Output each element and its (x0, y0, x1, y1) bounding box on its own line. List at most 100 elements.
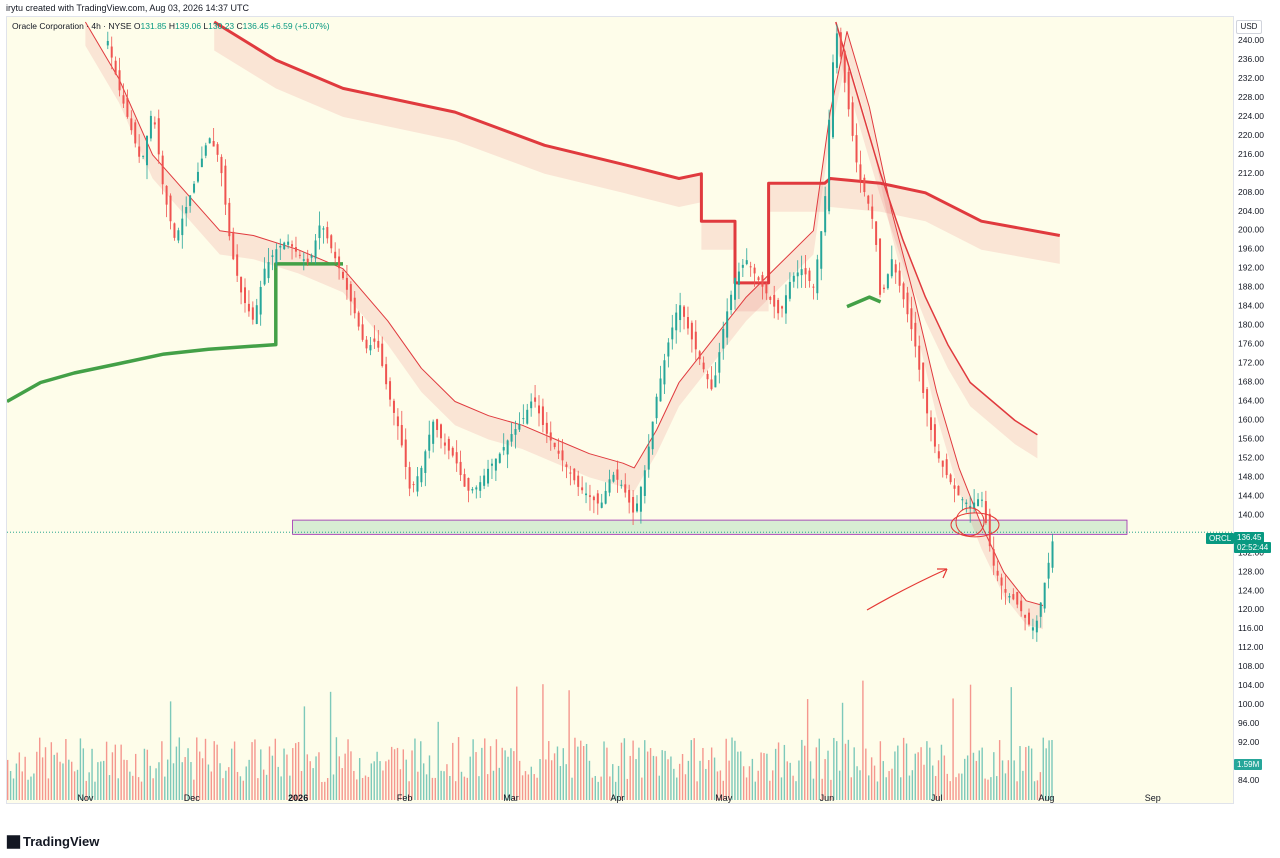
candle-body (204, 145, 207, 156)
candle-body (581, 487, 584, 491)
volume-bar (763, 753, 765, 800)
volume-bar (140, 781, 143, 800)
candle-body (318, 225, 321, 239)
volume-bar (580, 740, 582, 800)
candle-body (859, 164, 862, 181)
volume-bar (402, 749, 405, 800)
candle-body (980, 499, 983, 501)
volume-bar (143, 748, 146, 800)
volume-bar (838, 770, 841, 800)
candle-body (820, 231, 823, 269)
y-tick-label: 184.00 (1238, 301, 1264, 311)
volume-bar (230, 748, 233, 800)
volume-bar (876, 781, 879, 800)
x-tick-label: Nov (77, 793, 94, 803)
tradingview-logo[interactable]: ⬛︎ TradingView (7, 834, 99, 850)
volume-bar (530, 766, 532, 800)
candle-body (420, 467, 423, 483)
volume-bar (550, 760, 553, 800)
candle-body (816, 259, 819, 294)
volume-bar (626, 778, 628, 800)
volume-bar (297, 742, 300, 800)
candle-body (788, 281, 791, 299)
volume-bar (245, 766, 247, 800)
volume-bar (969, 684, 972, 800)
candle-body (1024, 614, 1027, 618)
candle-body (302, 259, 305, 261)
volume-bar (667, 759, 669, 800)
candle-body (828, 119, 831, 212)
volume-bar (30, 776, 32, 800)
candle-body (161, 155, 164, 185)
volume-bar (1042, 737, 1044, 800)
y-tick-label: 176.00 (1238, 339, 1264, 349)
volume-bar (201, 758, 204, 800)
volume-bar (196, 737, 198, 800)
volume-bar (207, 764, 210, 800)
volume-bar (420, 741, 422, 800)
y-tick-label: 196.00 (1238, 244, 1264, 254)
volume-bar (958, 773, 960, 800)
candle-body (514, 429, 517, 435)
candle-body (224, 165, 227, 205)
vwap-line-2 (846, 295, 882, 309)
volume-bar (309, 761, 311, 800)
volume-bar (966, 755, 969, 800)
candle-body (310, 255, 313, 258)
volume-bar (905, 743, 908, 800)
candle-body (216, 144, 219, 155)
volume-bar (870, 757, 873, 800)
candle-body (483, 475, 486, 486)
volume-bar (862, 680, 864, 800)
candle-body (914, 322, 917, 347)
candle-body (953, 485, 956, 489)
volume-bar (47, 778, 50, 800)
candle-body (930, 417, 932, 430)
volume-bar (190, 762, 192, 800)
volume-bar (865, 748, 867, 800)
price-axis[interactable]: 84.00 92.00 96.00 100.00 104.00 108.00 112.00 1… (1234, 16, 1280, 804)
y-tick-label: 188.00 (1238, 282, 1264, 292)
volume-bar (670, 756, 672, 800)
ema-fast-line-band (85, 22, 1043, 630)
volume-bar (868, 775, 870, 800)
candle-body (1004, 589, 1007, 593)
candle-body (773, 294, 776, 307)
volume-bar (463, 776, 466, 800)
candle-body (769, 296, 772, 300)
candle-body (490, 463, 493, 466)
volume-bar (542, 684, 544, 800)
candle-body (114, 60, 117, 75)
volume-bar (516, 686, 518, 800)
candle-body (330, 235, 333, 249)
volume-bar (641, 777, 643, 800)
currency-button[interactable]: USD (1236, 20, 1262, 34)
high-label: H (168, 21, 176, 31)
chart-plot-area[interactable]: Nov Dec 2026 Feb Mar Apr May Jun Jul Aug Sep (6, 16, 1234, 804)
volume-bar (926, 741, 928, 800)
volume-bar (565, 764, 567, 800)
volume-bar (708, 760, 710, 800)
chart-svg[interactable]: Nov Dec 2026 Feb Mar Apr May Jun Jul Aug Sep (7, 17, 1234, 804)
close-label: C (236, 21, 243, 31)
x-tick-label: Dec (184, 793, 201, 803)
candle-body (667, 342, 670, 357)
candle-body (984, 501, 987, 523)
volume-bar (12, 778, 15, 800)
candle-body (361, 324, 364, 340)
volume-bar (443, 771, 445, 800)
volume-bar (1025, 747, 1027, 800)
candle-body (408, 467, 411, 489)
creator-credit: irytu created with TradingView.com, Aug … (6, 3, 249, 13)
volume-bar (1010, 687, 1012, 800)
volume-bar (614, 781, 617, 800)
candle-body (918, 345, 921, 370)
volume-bar (760, 752, 762, 800)
volume-bar (300, 771, 303, 800)
candle-body (867, 195, 870, 204)
low-label: L (203, 21, 209, 31)
volume-bar (129, 771, 131, 800)
annotation-circle (950, 512, 1000, 538)
candle-body (240, 276, 243, 293)
volume-bar (742, 766, 745, 800)
